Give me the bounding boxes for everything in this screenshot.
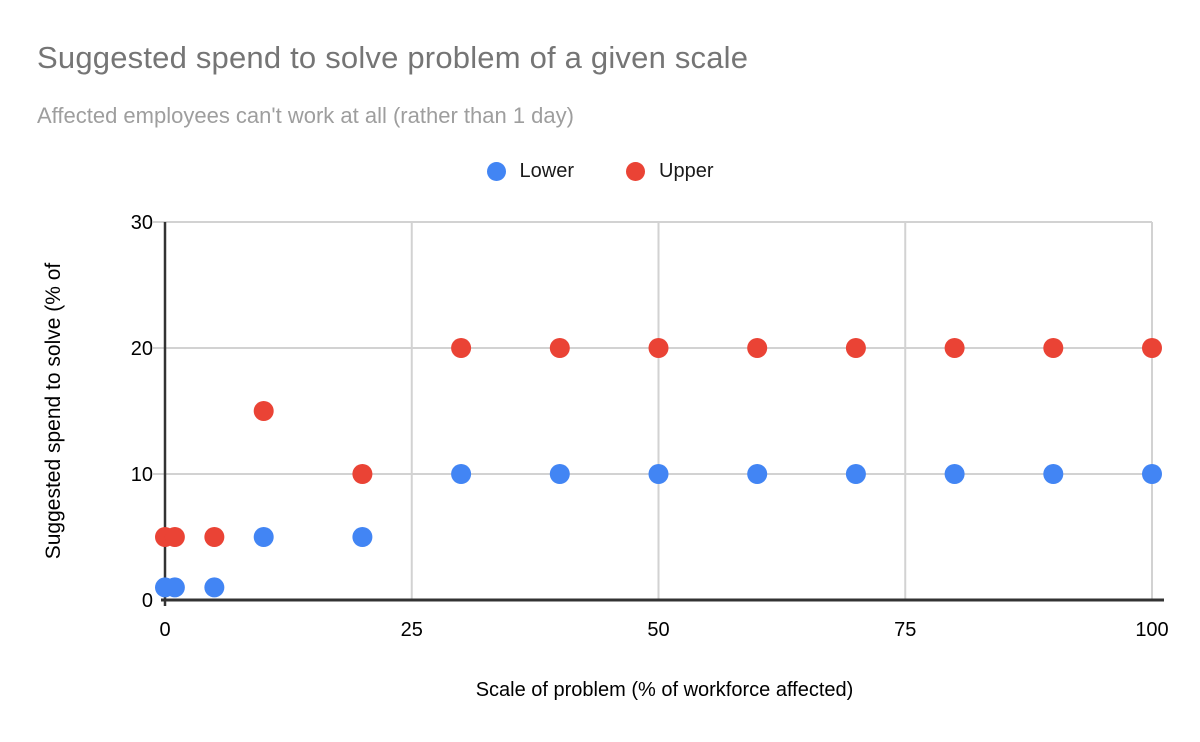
data-point-lower[interactable] [204,577,225,598]
x-tick-label: 100 [1135,619,1168,641]
data-point-lower[interactable] [1043,464,1064,484]
data-point-lower[interactable] [253,527,274,547]
data-point-upper[interactable] [164,527,185,547]
data-point-upper[interactable] [845,338,866,358]
legend-dot-upper-icon [626,161,645,181]
y-tick-label: 30 [131,212,153,234]
y-axis-title: Suggested spend to solve (% of [42,263,65,560]
data-point-lower[interactable] [944,464,965,484]
data-point-upper[interactable] [204,527,225,547]
data-point-lower[interactable] [352,527,373,547]
data-point-upper[interactable] [253,401,274,421]
data-point-lower[interactable] [747,464,768,484]
legend-item-lower[interactable]: Lower [486,159,574,183]
y-tick-label: 0 [142,590,153,612]
x-tick-label: 50 [647,619,669,641]
data-point-upper[interactable] [451,338,472,358]
x-tick-label: 0 [159,619,170,641]
data-point-lower[interactable] [164,577,185,598]
data-point-upper[interactable] [1142,338,1162,358]
data-point-upper[interactable] [1043,338,1064,358]
data-point-upper[interactable] [549,338,570,358]
legend-label-lower: Lower [519,159,574,182]
chart-title: Suggested spend to solve problem of a gi… [37,40,749,75]
x-tick-label: 75 [894,619,916,641]
legend-item-upper[interactable]: Upper [626,160,713,183]
data-point-upper[interactable] [747,338,768,358]
data-point-lower[interactable] [845,464,866,484]
data-point-lower[interactable] [648,464,669,484]
legend-dot-lower-icon [486,161,506,181]
legend: Lower Upper [0,156,1200,186]
chart-subtitle: Affected employees can't work at all (ra… [37,103,574,128]
y-tick-label: 10 [131,464,153,486]
data-point-lower[interactable] [549,464,570,484]
y-tick-label: 20 [131,338,153,360]
data-point-upper[interactable] [648,338,669,358]
data-point-lower[interactable] [1142,464,1162,484]
x-axis-title: Scale of problem (% of workforce affecte… [476,679,854,701]
x-tick-label: 25 [401,619,423,641]
legend-label-upper: Upper [659,159,714,182]
data-point-lower[interactable] [451,464,472,484]
data-point-upper[interactable] [944,338,965,358]
data-point-upper[interactable] [352,464,373,484]
